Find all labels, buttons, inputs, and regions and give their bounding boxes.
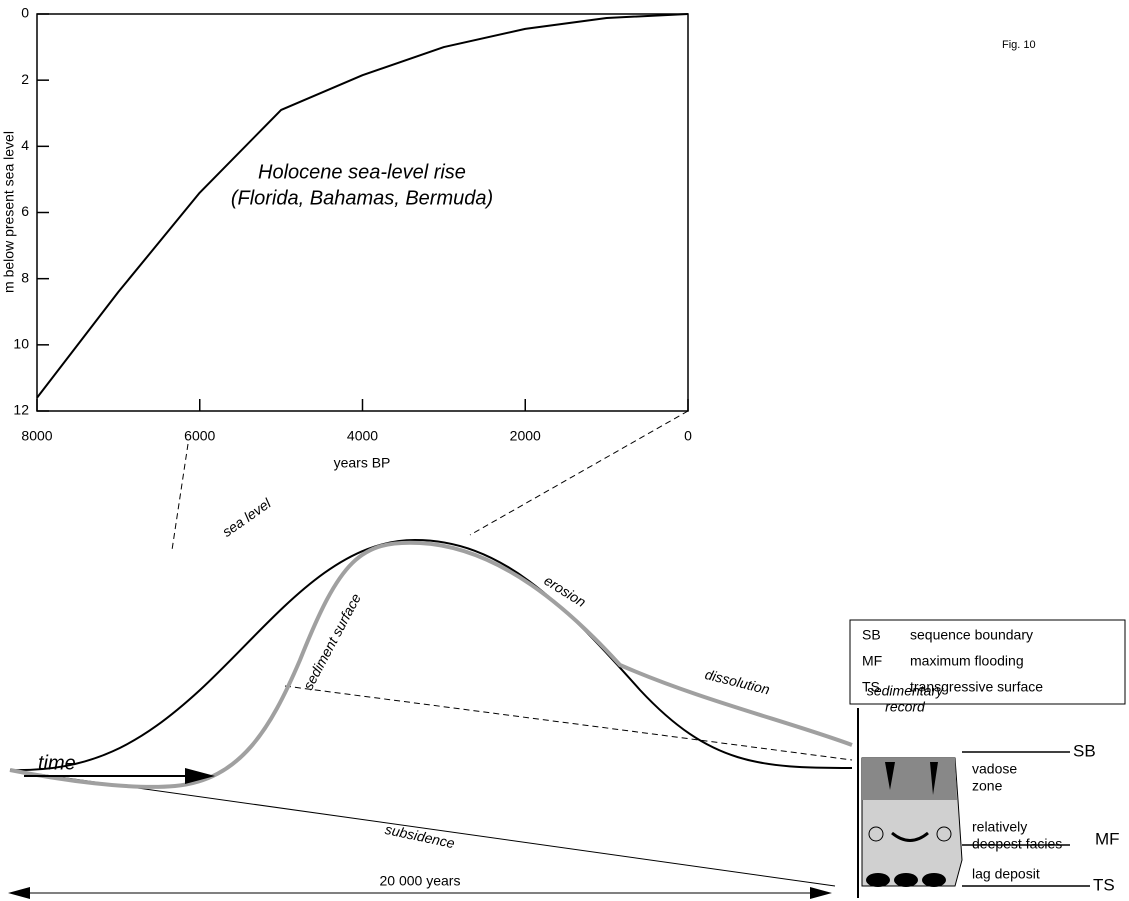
sediment-curve — [9, 540, 853, 789]
y-axis-label: m below present sea level — [1, 131, 17, 293]
diagram-label: dissolution — [703, 666, 771, 698]
legend-text: sequence boundary — [910, 627, 1033, 643]
y-tick-label: 4 — [21, 137, 29, 153]
x-tick-label: 8000 — [21, 428, 52, 444]
diagram-label: time — [38, 752, 76, 774]
line — [36, 13, 689, 399]
sea-level-curve — [9, 538, 853, 772]
zone-label: relatively — [972, 819, 1027, 835]
diagram — [8, 410, 1126, 899]
diagram-label: sea level — [219, 495, 274, 540]
x-tick-label: 2000 — [510, 428, 541, 444]
x-tick-label: 6000 — [184, 428, 215, 444]
figure-label: Fig. 10 — [1002, 39, 1036, 51]
zone-label: zone — [972, 778, 1003, 794]
zone-label: lag deposit — [972, 866, 1040, 882]
legend-key: TS — [862, 679, 880, 695]
diagram-label: subsidence — [384, 821, 457, 851]
y-tick-label: 0 — [21, 5, 29, 21]
legend-text: maximum flooding — [910, 653, 1024, 669]
annotation: Holocene sea-level rise — [258, 161, 466, 183]
surface-label: TS — [1093, 875, 1115, 894]
diagram-label: sedimentary — [867, 683, 944, 699]
x-tick-label: 0 — [684, 428, 692, 444]
legend-key: MF — [862, 653, 882, 669]
legend-text: transgressive surface — [910, 679, 1043, 695]
x-axis-label: years BP — [334, 455, 391, 471]
zone-label: vadose — [972, 761, 1017, 777]
y-tick-label: 10 — [13, 336, 29, 352]
diagram-label: erosion — [541, 572, 589, 610]
diagram-label: 20 000 years — [380, 873, 461, 889]
diagram-label: record — [885, 699, 926, 715]
y-tick-label: 12 — [13, 402, 29, 418]
annotation: (Florida, Bahamas, Bermuda) — [231, 187, 493, 209]
subsidence-line — [9, 769, 836, 887]
legend-key: SB — [862, 627, 881, 643]
surface-label: MF — [1095, 829, 1120, 848]
connector — [171, 410, 853, 761]
surface-label: SB — [1073, 741, 1096, 760]
plot-frame — [36, 13, 689, 412]
y-tick-label: 8 — [21, 269, 29, 285]
x-tick-label: 4000 — [347, 428, 378, 444]
y-tick-label: 6 — [21, 203, 29, 219]
y-tick-label: 2 — [21, 71, 29, 87]
zone-label: deepest facies — [972, 836, 1062, 852]
